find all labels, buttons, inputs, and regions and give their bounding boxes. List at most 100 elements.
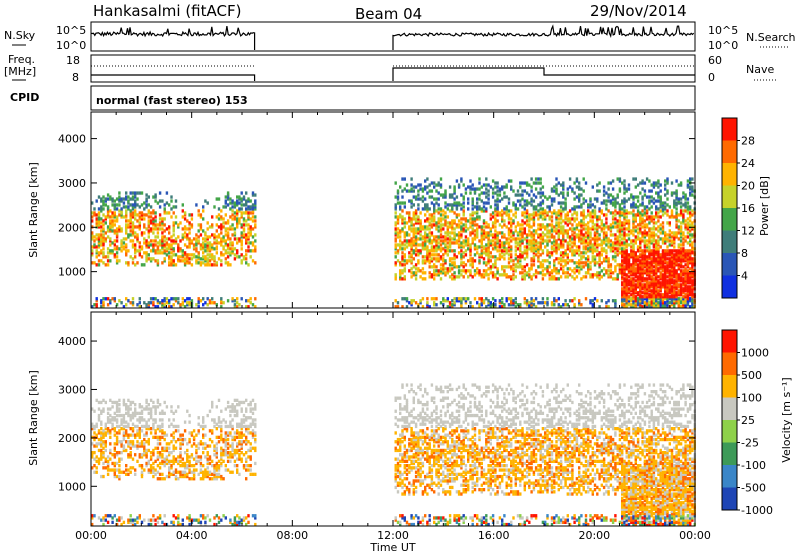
heatmap-cell: [136, 261, 139, 265]
heatmap-cell: [435, 253, 438, 257]
heatmap-cell: [226, 231, 230, 235]
heatmap-cell: [478, 269, 481, 273]
heatmap-cell: [618, 177, 622, 181]
heatmap-cell: [147, 229, 150, 233]
heatmap-cell: [417, 193, 420, 197]
heatmap-cell: [614, 199, 617, 203]
heatmap-cell: [566, 231, 569, 235]
heatmap-cell: [655, 291, 658, 295]
heatmap-cell: [650, 217, 653, 221]
heatmap-cell: [505, 241, 508, 245]
heatmap-cell: [686, 287, 690, 291]
heatmap-cell: [684, 255, 687, 259]
heatmap-cell: [659, 237, 662, 241]
heatmap-cell: [611, 245, 615, 249]
heatmap-cell: [238, 207, 241, 211]
heatmap-cell: [546, 229, 549, 233]
heatmap-cell: [645, 277, 649, 281]
heatmap-cell: [525, 303, 529, 307]
heatmap-cell: [439, 301, 443, 305]
heatmap-cell: [634, 215, 637, 219]
heatmap-cell: [412, 185, 415, 189]
heatmap-cell: [217, 207, 221, 211]
heatmap-cell: [439, 243, 443, 247]
heatmap-cell: [679, 201, 683, 205]
heatmap-cell: [639, 303, 642, 307]
heatmap-cell: [405, 189, 409, 193]
heatmap-cell: [254, 233, 257, 237]
heatmap-cell: [657, 241, 660, 245]
heatmap-cell: [471, 237, 474, 241]
heatmap-cell: [134, 249, 137, 253]
heatmap-cell: [410, 275, 413, 279]
heatmap-cell: [95, 223, 98, 227]
heatmap-cell: [643, 253, 647, 257]
heatmap-cell: [152, 303, 155, 307]
heatmap-cell: [460, 301, 463, 305]
heatmap-cell: [566, 191, 569, 195]
heatmap-cell: [605, 249, 608, 253]
heatmap-cell: [611, 247, 615, 251]
heatmap-cell: [625, 305, 628, 309]
heatmap-cell: [122, 215, 126, 219]
heatmap-cell: [564, 197, 567, 201]
heatmap-cell: [154, 223, 157, 227]
heatmap-cell: [689, 219, 692, 223]
heatmap-cell: [580, 251, 583, 255]
heatmap-cell: [217, 233, 221, 237]
heatmap-cell: [600, 269, 603, 273]
heatmap-cell: [530, 197, 533, 201]
heatmap-cell: [627, 183, 631, 187]
heatmap-cell: [634, 299, 637, 303]
heatmap-cell: [691, 257, 694, 261]
heatmap-cell: [679, 285, 683, 289]
heatmap-cell: [632, 195, 635, 199]
heatmap-cell: [650, 299, 653, 303]
heatmap-cell: [673, 289, 676, 293]
heatmap-cell: [446, 227, 449, 231]
power-x-ticks: [90, 112, 696, 308]
heatmap-cell: [645, 217, 649, 221]
heatmap-cell: [616, 211, 619, 215]
heatmap-cell: [426, 297, 429, 301]
heatmap-cell: [562, 201, 565, 205]
heatmap-cell: [226, 255, 230, 259]
heatmap-cell: [661, 261, 665, 265]
heatmap-cell: [559, 221, 563, 225]
heatmap-cell: [100, 440, 103, 444]
heatmap-cell: [473, 253, 477, 257]
heatmap-cell: [519, 245, 522, 249]
heatmap-cell: [154, 227, 157, 231]
heatmap-cell: [97, 516, 101, 520]
heatmap-cell: [519, 237, 522, 241]
heatmap-cell: [578, 193, 581, 197]
heatmap-cell: [661, 207, 665, 211]
heatmap-cell: [462, 261, 465, 265]
heatmap-cell: [469, 243, 472, 247]
heatmap-cell: [657, 225, 660, 229]
heatmap-cell: [652, 181, 656, 185]
heatmap-cell: [473, 269, 477, 273]
heatmap-cell: [675, 261, 678, 265]
heatmap-cell: [534, 239, 538, 243]
heatmap-cell: [482, 301, 486, 305]
heatmap-cell: [174, 297, 178, 301]
heatmap-cell: [555, 269, 558, 273]
heatmap-cell: [650, 261, 653, 265]
heatmap-cell: [161, 251, 164, 255]
heatmap-cell: [591, 227, 594, 231]
heatmap-cell: [641, 249, 644, 253]
heatmap-cell: [480, 239, 483, 243]
heatmap-cell: [566, 275, 569, 279]
heatmap-cell: [691, 279, 694, 283]
heatmap-cell: [181, 235, 184, 239]
heatmap-cell: [242, 197, 246, 201]
heatmap-cell: [655, 301, 658, 305]
heatmap-cell: [568, 217, 572, 221]
heatmap-cell: [598, 225, 601, 229]
heatmap-cell: [238, 195, 241, 199]
heatmap-cell: [652, 225, 656, 229]
heatmap-cell: [226, 191, 230, 195]
heatmap-cell: [192, 247, 196, 251]
heatmap-cell: [627, 269, 631, 273]
